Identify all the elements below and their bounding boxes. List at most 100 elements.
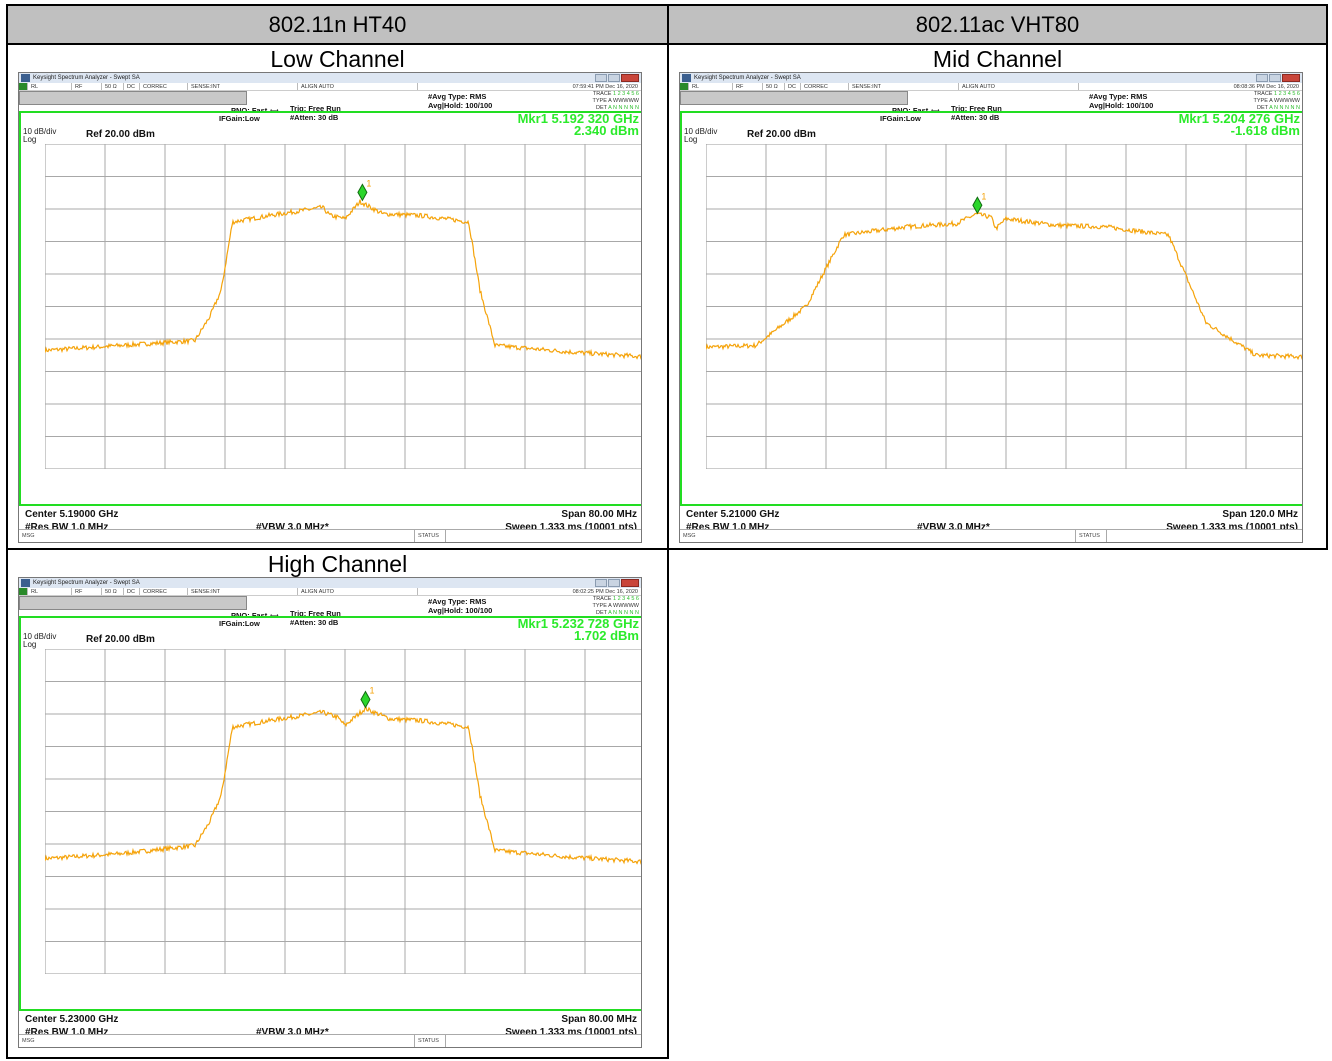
status-cell: SENSE:INT xyxy=(188,588,298,595)
ifgain-text: IFGain:Low xyxy=(880,114,921,123)
status-cell: DC xyxy=(785,83,801,90)
marker-readout: Mkr1 5.192 320 GHz 2.340 dBm xyxy=(518,112,639,138)
column-header-vht80: 802.11ac VHT80 xyxy=(667,4,1328,45)
spectrum-trace xyxy=(45,705,641,865)
trig-text: Trig: Free Run xyxy=(290,104,341,113)
res-bw: #Res BW 1.0 MHz xyxy=(25,522,109,533)
spectrum-trace xyxy=(45,199,641,360)
ref-level: Ref 20.00 dBm xyxy=(86,129,155,140)
marker-frequency: Mkr1 5.204 276 GHz xyxy=(1178,111,1300,126)
msg-label: MSG xyxy=(22,1038,35,1044)
app-icon xyxy=(21,74,30,82)
control-entry-box[interactable] xyxy=(19,596,247,610)
pno-text: PNO: Fast xyxy=(892,106,929,115)
spectrum-analyzer-window: Keysight Spectrum Analyzer - Swept SA RL… xyxy=(679,72,1303,543)
status-indicator-icon xyxy=(680,83,689,90)
timestamp: 08:02:25 PM Dec 16, 2020 xyxy=(572,589,638,595)
marker-diamond xyxy=(360,690,371,709)
status-cell: RL xyxy=(28,588,72,595)
window-controls xyxy=(595,74,639,82)
marker-level: -1.618 dBm xyxy=(1230,123,1300,138)
app-icon xyxy=(21,579,30,587)
spectrum-analyzer-window: Keysight Spectrum Analyzer - Swept SA RL… xyxy=(18,72,642,543)
app-icon xyxy=(682,74,691,82)
marker-diamond xyxy=(972,196,983,215)
scale-label: 10 dB/div Log xyxy=(684,127,718,144)
sweep: Sweep 1.333 ms (10001 pts) xyxy=(505,522,637,533)
span: Span 80.00 MHz xyxy=(561,509,637,520)
report-table: 802.11n HT40 802.11ac VHT80 Low Channel … xyxy=(6,4,1328,1059)
marker-diamond xyxy=(357,183,368,202)
status-cell: SENSE:INT xyxy=(188,83,298,90)
control-entry-box[interactable] xyxy=(19,91,247,105)
minimize-icon[interactable] xyxy=(595,74,607,82)
atten-text: #Atten: 30 dB xyxy=(951,113,1000,122)
control-entry-box[interactable] xyxy=(680,91,908,105)
marker-readout: Mkr1 5.232 728 GHz 1.702 dBm xyxy=(517,616,639,643)
trace-table: TRACE 1 2 3 4 5 6 TYPE A WWWWW DET A N N… xyxy=(592,596,639,616)
status-cell: RL xyxy=(689,83,733,90)
trig-text: Trig: Free Run xyxy=(951,104,1002,113)
close-icon[interactable] xyxy=(621,579,639,587)
marker-level: 1.702 dBm xyxy=(573,628,639,643)
avg-hold-text: Avg|Hold: 100/100 xyxy=(428,606,493,615)
marker-readout: Mkr1 5.204 276 GHz -1.618 dBm xyxy=(1178,111,1300,138)
vbw: #VBW 3.0 MHz* xyxy=(256,1027,329,1038)
msg-label: MSG xyxy=(683,533,696,539)
column-header-ht40: 802.11n HT40 xyxy=(6,4,669,45)
maximize-icon[interactable] xyxy=(1269,74,1281,82)
ref-level: Ref 20.00 dBm xyxy=(86,634,155,645)
trace-display: Mkr1 5.232 728 GHz 1.702 dBm 10 dB/div L… xyxy=(19,616,641,1038)
sweep: Sweep 1.333 ms (10001 pts) xyxy=(505,1027,637,1038)
trace-display: Mkr1 5.204 276 GHz -1.618 dBm 10 dB/div … xyxy=(680,111,1302,533)
app-titlebar: Keysight Spectrum Analyzer - Swept SA xyxy=(19,578,641,588)
avg-type-text: #Avg Type: RMS xyxy=(428,597,487,606)
center-frequency: Center 5.23000 GHz xyxy=(25,1014,119,1025)
status-cell: 50 Ω xyxy=(102,83,124,90)
panel-cell: High Channel Keysight Spectrum Analyzer … xyxy=(6,548,669,1059)
marker-level: 2.340 dBm xyxy=(573,123,639,138)
status-cell: ALIGN AUTO xyxy=(959,83,1079,90)
status-row: RL RF 50 Ω DC CORREC SENSE:INT ALIGN AUTO 07:59… xyxy=(19,83,641,91)
status-label: STATUS xyxy=(414,1035,446,1047)
sweep: Sweep 1.333 ms (10001 pts) xyxy=(1166,522,1298,533)
status-cell: DC xyxy=(124,83,140,90)
channel-label: Mid Channel xyxy=(932,46,1063,72)
avg-hold-text: Avg|Hold: 100/100 xyxy=(428,101,493,110)
app-title: Keysight Spectrum Analyzer - Swept SA xyxy=(33,580,140,586)
status-indicator-icon xyxy=(19,588,28,595)
pno-text: PNO: Fast xyxy=(231,611,268,620)
window-controls xyxy=(1256,74,1300,82)
status-indicator-icon xyxy=(19,83,28,90)
close-icon[interactable] xyxy=(621,74,639,82)
app-title: Keysight Spectrum Analyzer - Swept SA xyxy=(694,75,801,81)
marker-frequency: Mkr1 5.232 728 GHz xyxy=(517,616,639,631)
status-cell: RF xyxy=(733,83,763,90)
panel-cell: Low Channel Keysight Spectrum Analyzer -… xyxy=(6,43,669,550)
vbw: #VBW 3.0 MHz* xyxy=(256,522,329,533)
status-cell: CORREC xyxy=(801,83,849,90)
minimize-icon[interactable] xyxy=(595,579,607,587)
message-bar: MSG STATUS xyxy=(19,1034,641,1047)
msg-label: MSG xyxy=(22,533,35,539)
status-label: STATUS xyxy=(414,530,446,542)
spectrum-trace xyxy=(706,212,1302,361)
span: Span 80.00 MHz xyxy=(561,1014,637,1025)
spectrum-plot: 10.00.00-10.0-20.0-30.0-40.0-50.0-60.0-7… xyxy=(45,144,641,469)
res-bw: #Res BW 1.0 MHz xyxy=(25,1027,109,1038)
window-controls xyxy=(595,579,639,587)
status-row: RL RF 50 Ω DC CORREC SENSE:INT ALIGN AUTO 08:08… xyxy=(680,83,1302,91)
timestamp: 07:59:41 PM Dec 16, 2020 xyxy=(572,84,638,90)
timestamp: 08:08:36 PM Dec 16, 2020 xyxy=(1233,84,1299,90)
channel-label: Low Channel xyxy=(270,46,405,72)
close-icon[interactable] xyxy=(1282,74,1300,82)
maximize-icon[interactable] xyxy=(608,579,620,587)
trace-table: TRACE 1 2 3 4 5 6 TYPE A WWWWW DET A N N… xyxy=(1253,91,1300,111)
maximize-icon[interactable] xyxy=(608,74,620,82)
app-title: Keysight Spectrum Analyzer - Swept SA xyxy=(33,75,140,81)
status-row: RL RF 50 Ω DC CORREC SENSE:INT ALIGN AUTO 08:02… xyxy=(19,588,641,596)
avg-type-text: #Avg Type: RMS xyxy=(1089,92,1148,101)
center-frequency: Center 5.21000 GHz xyxy=(686,509,780,520)
spectrum-analyzer-window: Keysight Spectrum Analyzer - Swept SA RL… xyxy=(18,577,642,1048)
minimize-icon[interactable] xyxy=(1256,74,1268,82)
